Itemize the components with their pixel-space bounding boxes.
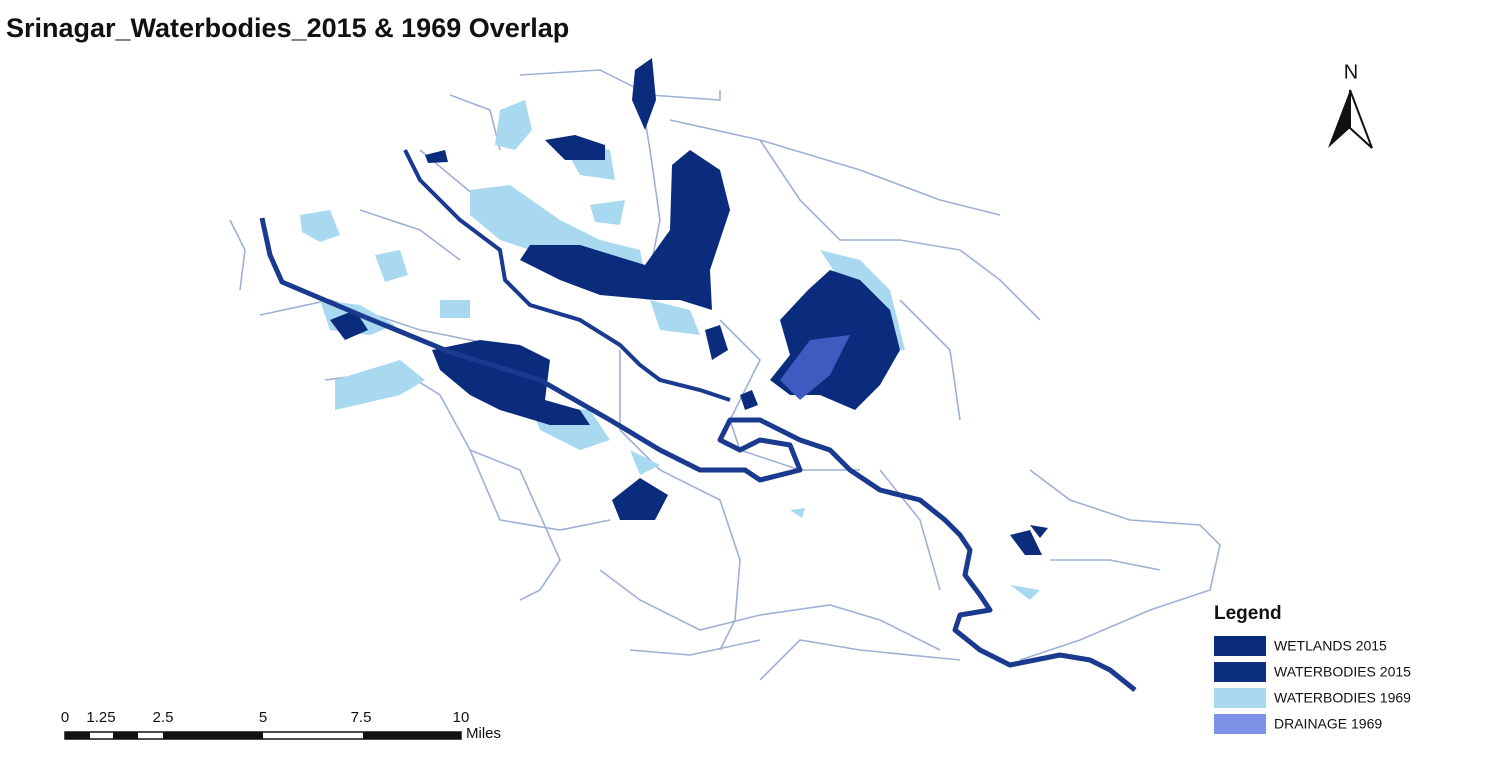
scale-label: 5 bbox=[259, 709, 267, 726]
legend-swatch bbox=[1214, 688, 1266, 708]
legend-title: Legend bbox=[1214, 603, 1282, 624]
north-arrow: N bbox=[1328, 61, 1373, 149]
legend-label: WETLANDS 2015 bbox=[1274, 638, 1387, 654]
legend-label: WATERBODIES 1969 bbox=[1274, 690, 1411, 706]
legend-swatch bbox=[1214, 636, 1266, 656]
north-label: N bbox=[1344, 61, 1358, 83]
scale-unit: Miles bbox=[466, 725, 501, 742]
legend: Legend WETLANDS 2015 WATERBODIES 2015 WATE… bbox=[1214, 603, 1411, 734]
map-body bbox=[229, 58, 1221, 692]
river bbox=[403, 149, 731, 402]
scale-label: 2.5 bbox=[153, 709, 174, 726]
legend-label: WATERBODIES 2015 bbox=[1274, 664, 1411, 680]
scale-label: 1.25 bbox=[86, 709, 115, 726]
scale-label: 7.5 bbox=[351, 709, 372, 726]
river bbox=[259, 217, 1137, 692]
scale-label: 0 bbox=[61, 709, 69, 726]
legend-label: DRAINAGE 1969 bbox=[1274, 716, 1382, 732]
legend-swatch bbox=[1214, 662, 1266, 682]
map-title: Srinagar_Waterbodies_2015 & 1969 Overlap bbox=[6, 13, 569, 43]
legend-swatch bbox=[1214, 714, 1266, 734]
scale-label: 10 bbox=[453, 709, 470, 726]
